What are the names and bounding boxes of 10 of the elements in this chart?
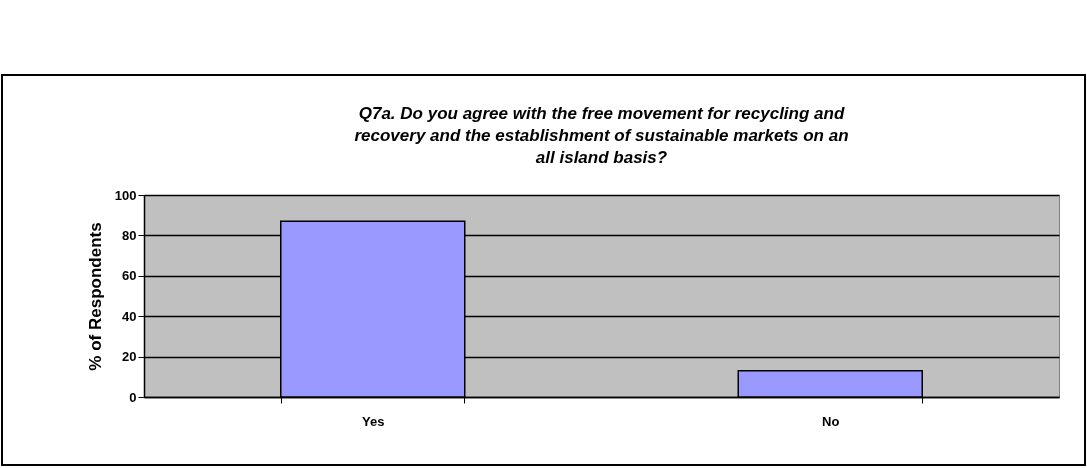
y-tick-label: 100 [114,187,137,203]
x-tick-label: No [822,413,840,429]
y-tick-label: 0 [129,389,137,405]
y-tick-label: 80 [122,227,137,243]
x-tick-label: Yes [362,413,385,429]
y-tick-label: 40 [122,308,137,324]
y-tick-label: 60 [122,268,137,284]
y-axis-title: % of Respondents [85,222,105,371]
y-tick-label: 20 [122,349,137,365]
chart-title: Q7a. Do you agree with the free movement for recycling and recovery and the establishment of sustainable markets on an all island basis? [354,104,849,167]
